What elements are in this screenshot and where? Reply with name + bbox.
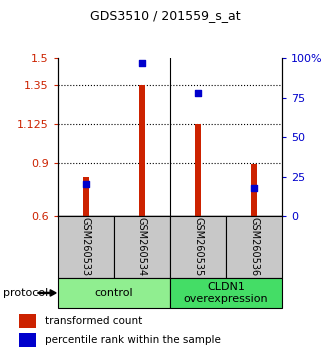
Bar: [58, 278, 170, 308]
Bar: [114, 216, 170, 278]
Point: [83, 182, 88, 187]
Text: percentile rank within the sample: percentile rank within the sample: [45, 335, 220, 345]
Bar: [19, 314, 36, 328]
Text: GSM260535: GSM260535: [193, 217, 203, 276]
Bar: [226, 216, 282, 278]
Text: GSM260534: GSM260534: [137, 217, 147, 276]
Text: control: control: [94, 288, 133, 298]
Point: [139, 60, 145, 66]
Text: protocol: protocol: [3, 288, 49, 298]
Bar: [251, 164, 257, 216]
Text: CLDN1
overexpression: CLDN1 overexpression: [184, 282, 268, 304]
Bar: [58, 216, 114, 278]
Bar: [195, 124, 201, 216]
Bar: [170, 278, 282, 308]
Point: [251, 185, 257, 190]
Text: GSM260536: GSM260536: [249, 217, 259, 276]
Bar: [83, 177, 88, 216]
Bar: [139, 85, 145, 216]
Text: GDS3510 / 201559_s_at: GDS3510 / 201559_s_at: [90, 9, 240, 22]
Text: GSM260533: GSM260533: [81, 217, 91, 276]
Bar: [170, 216, 226, 278]
Text: transformed count: transformed count: [45, 316, 142, 326]
Bar: [19, 333, 36, 347]
Point: [195, 90, 201, 96]
